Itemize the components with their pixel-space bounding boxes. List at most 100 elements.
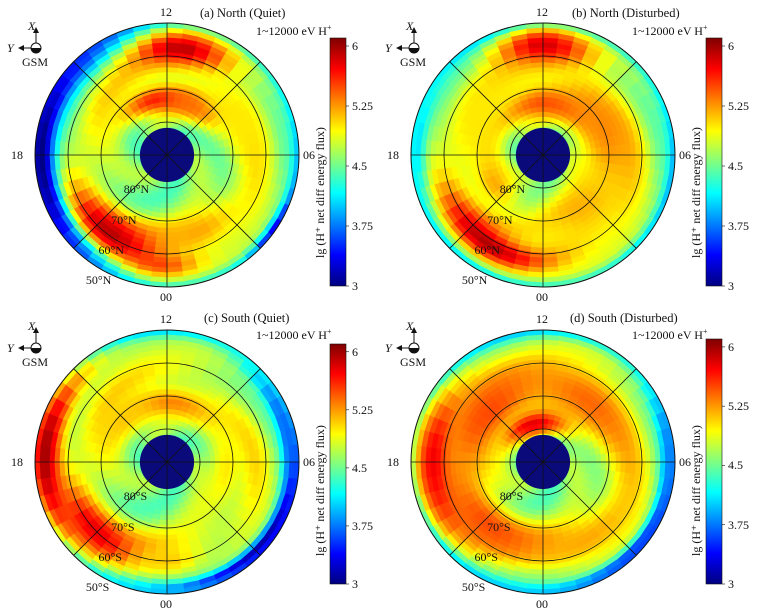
flux-cell [166, 187, 173, 194]
flux-cell [536, 106, 544, 113]
gsm-y-arrow [18, 45, 24, 51]
flux-cell [166, 221, 177, 228]
flux-cell [159, 206, 168, 214]
flux-cell [533, 394, 544, 401]
mlt-spoke [73, 61, 168, 156]
flux-cell [542, 202, 551, 209]
flux-cell [542, 513, 551, 521]
flux-cell [585, 461, 592, 469]
flux-cell [475, 154, 482, 165]
flux-cell [542, 206, 551, 214]
flux-cell [465, 154, 472, 166]
flux-cell [158, 211, 168, 219]
colorbar-title: lg (H⁺ net diff energy flux) [313, 127, 327, 258]
flux-cell [155, 538, 168, 545]
flux-cell [158, 398, 168, 406]
flux-cell [542, 528, 553, 535]
flux-cell [84, 461, 91, 474]
flux-cell [537, 116, 544, 123]
flux-cell [94, 452, 101, 463]
flux-cell [103, 453, 111, 463]
flux-cell [535, 408, 544, 415]
flux-cell [103, 154, 111, 164]
colorbar-tick-label: 6 [728, 339, 734, 354]
flux-cell [532, 226, 544, 233]
flux-cell [160, 197, 168, 204]
flux-cell [228, 154, 235, 165]
flux-cell [580, 461, 587, 468]
flux-cell [157, 82, 168, 89]
mlt-spoke [73, 154, 168, 249]
flux-cell [156, 77, 168, 84]
flux-cell [599, 453, 607, 463]
flux-cell [542, 221, 553, 228]
gsm-y-arrow [18, 345, 24, 351]
flux-cell [157, 523, 168, 530]
mlt-label-18: 18 [387, 148, 399, 162]
flux-cell [614, 451, 621, 463]
flux-cell [162, 121, 168, 128]
flux-cell [609, 154, 616, 165]
flux-cell [204, 149, 211, 156]
flux-cell [494, 148, 501, 156]
flux-cell [619, 143, 626, 156]
lat-label-80: 80°S [499, 489, 524, 503]
gsm-y-label: Y [385, 41, 392, 55]
flux-cell [604, 145, 611, 156]
flux-cell [166, 72, 179, 79]
gsm-x-arrow [411, 27, 417, 33]
flux-cell [538, 121, 544, 128]
flux-cell [238, 451, 245, 463]
colorbar-tick-label: 3 [352, 279, 358, 293]
lat-label-50: 50°N [461, 273, 488, 288]
flux-cell [94, 461, 101, 472]
flux-cell [157, 216, 168, 223]
flux-cell [465, 461, 472, 473]
flux-cell [161, 192, 168, 199]
outer-boundary [410, 22, 676, 288]
flux-cell [604, 154, 611, 165]
flux-cell [533, 389, 544, 396]
colorbar-c [329, 343, 347, 585]
colorbar-tick-label: 4.5 [352, 460, 367, 475]
flux-cell [166, 523, 177, 530]
flux-cell [585, 154, 592, 162]
flux-cell [542, 489, 548, 496]
colorbar-tick-label: 3.75 [352, 518, 373, 533]
panel-title: (a) North (Quiet) [200, 6, 286, 20]
flux-cell [161, 418, 168, 425]
flux-cell [228, 145, 235, 156]
flux-cell [166, 398, 176, 406]
gsm-earth-shade [31, 48, 41, 53]
flux-cell [218, 154, 226, 163]
gsm-x-label: X [406, 19, 414, 33]
flux-cell [218, 454, 226, 463]
flux-cell [89, 461, 96, 473]
flux-cell [609, 145, 616, 156]
flux-cell [199, 456, 206, 463]
flux-cell [118, 455, 125, 463]
flux-cell [94, 154, 101, 165]
flux-cell [160, 106, 168, 113]
flux-cell [542, 518, 552, 526]
gsm-earth-shade [409, 348, 419, 353]
flux-cell [118, 148, 125, 156]
flux-cell [128, 461, 135, 468]
flux-cell [113, 461, 120, 470]
flux-cell [157, 389, 168, 396]
mlt-label-06: 06 [303, 148, 315, 162]
colorbar-tick-label: 3 [728, 279, 734, 293]
flux-cell [479, 453, 487, 463]
flux-cell [166, 533, 178, 540]
flux-cell [233, 452, 240, 463]
gsm-label: GSM [22, 55, 49, 69]
flux-cell [89, 154, 96, 166]
flux-cell [233, 461, 240, 472]
flux-cell [158, 91, 168, 99]
lat-label-70: 70°N [111, 212, 137, 227]
flux-cell [484, 461, 492, 470]
flux-cell [542, 187, 549, 194]
mlt-spoke [166, 154, 261, 249]
flux-cell [542, 403, 551, 411]
gsm-x-label: X [28, 319, 36, 333]
